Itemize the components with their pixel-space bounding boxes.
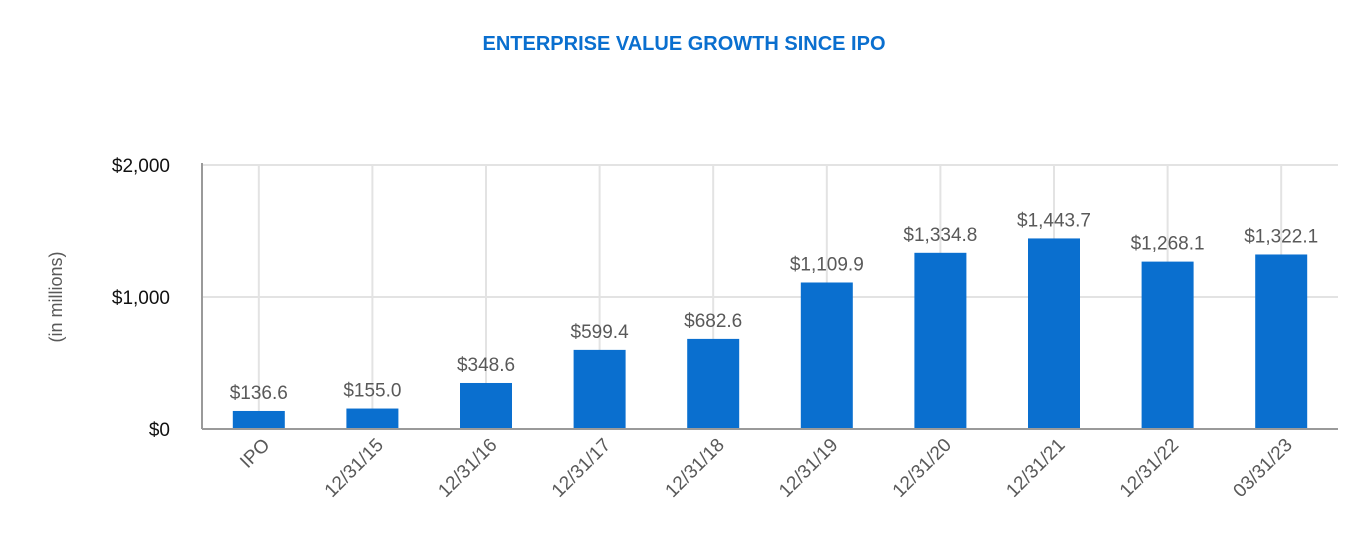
bar [1255, 254, 1308, 429]
bar [232, 410, 285, 429]
bar [800, 282, 853, 429]
bar [914, 252, 967, 429]
y-tick-label: $0 [149, 420, 170, 441]
bar [460, 382, 512, 429]
y-tick-label: $2,000 [112, 156, 170, 177]
x-tick-label: 12/31/20 [889, 435, 956, 502]
x-tick-label: 12/31/17 [548, 435, 615, 502]
bar [346, 408, 399, 429]
x-tick-label: 12/31/19 [775, 435, 842, 502]
data-label: $682.6 [684, 311, 742, 332]
data-label: $1,322.1 [1244, 226, 1318, 247]
data-label: $1,268.1 [1131, 234, 1205, 255]
x-tick-label: 12/31/22 [1116, 435, 1183, 502]
data-label: $1,109.9 [790, 254, 864, 275]
data-label: $155.0 [343, 381, 401, 402]
x-tick-label: 12/31/18 [662, 435, 729, 502]
x-tick-label: IPO [236, 435, 274, 473]
data-label: $136.6 [230, 383, 288, 404]
x-tick-label: 03/31/23 [1230, 435, 1297, 502]
bar [1141, 261, 1194, 429]
x-tick-label: 12/31/16 [434, 435, 501, 502]
y-axis-label: (in millions) [46, 251, 66, 342]
bar [573, 349, 626, 429]
chart-title: ENTERPRISE VALUE GROWTH SINCE IPO [482, 33, 886, 55]
x-tick-label: 12/31/15 [321, 435, 388, 502]
data-label: $1,334.8 [903, 225, 977, 246]
data-label: $348.6 [457, 355, 515, 376]
data-label: $1,443.7 [1017, 210, 1091, 231]
y-tick-label: $1,000 [112, 288, 170, 309]
bar [687, 338, 740, 429]
x-tick-label: 12/31/21 [1002, 435, 1069, 502]
data-label: $599.4 [571, 322, 630, 343]
bar [1028, 238, 1080, 429]
